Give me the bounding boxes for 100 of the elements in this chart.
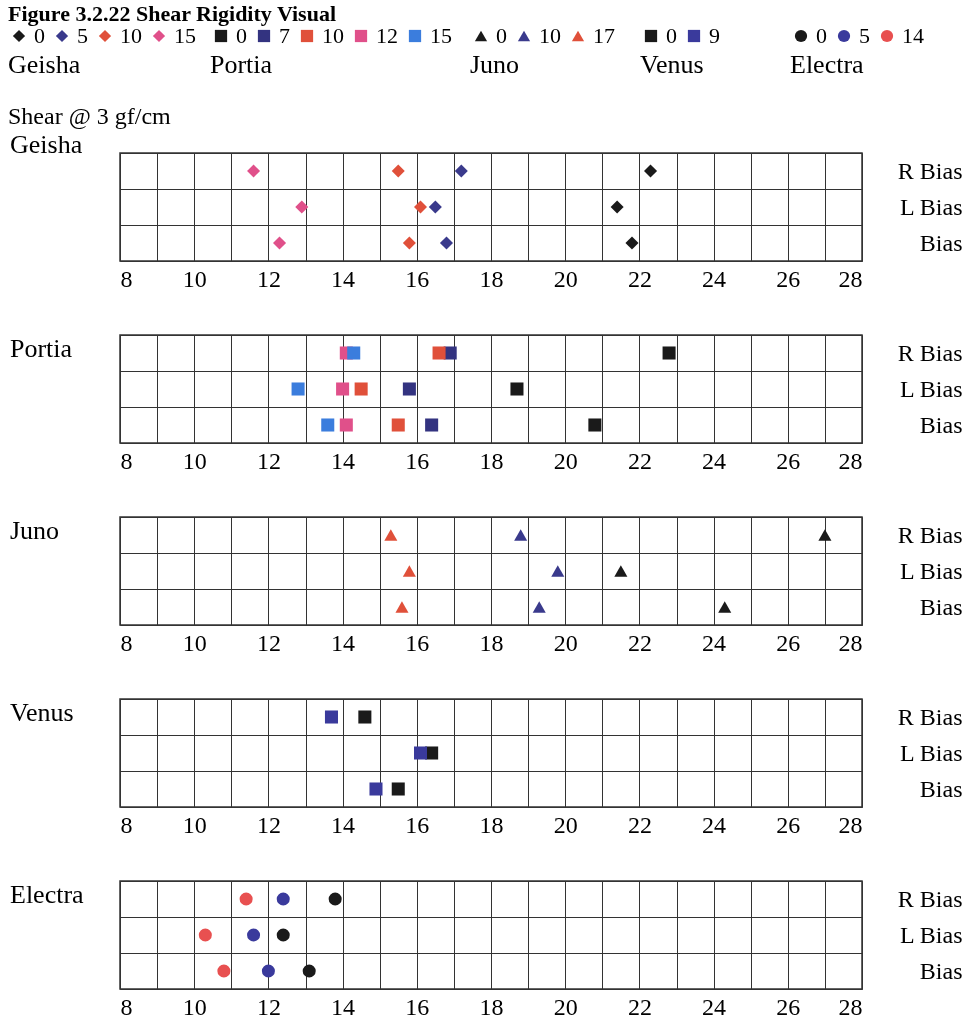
point [321, 418, 335, 432]
point [395, 601, 409, 613]
x-tick-label: 18 [479, 993, 504, 1020]
point [239, 892, 253, 906]
x-tick-label: 22 [627, 629, 652, 656]
point [428, 200, 442, 214]
y-tick-label: R Bias [897, 339, 963, 366]
x-tick-label: 12 [256, 265, 281, 292]
point [413, 746, 428, 760]
legend-title: Geisha [8, 50, 81, 79]
point [402, 565, 416, 577]
x-tick-label: 14 [331, 811, 356, 838]
point [402, 382, 416, 396]
x-tick-label: 14 [331, 993, 356, 1020]
point [391, 418, 405, 432]
point [454, 164, 468, 178]
point [439, 236, 453, 250]
x-tick-label: 12 [256, 629, 281, 656]
legend-label: 14 [902, 23, 924, 48]
point [324, 710, 338, 724]
x-tick-label: 10 [182, 447, 207, 474]
point [610, 200, 624, 214]
point [302, 964, 316, 978]
chart-title: Juno [10, 516, 60, 545]
x-tick-label: 16 [405, 629, 430, 656]
legend-label: 0 [666, 23, 677, 48]
x-tick-label: 14 [331, 629, 356, 656]
x-tick-label: 24 [702, 811, 727, 838]
point [247, 164, 261, 178]
y-tick-label: Bias [919, 957, 963, 984]
x-tick-label: 26 [776, 447, 801, 474]
x-tick-label: 12 [256, 447, 281, 474]
y-tick-label: L Bias [900, 921, 963, 948]
y-tick-label: Bias [919, 229, 963, 256]
legend-label: 0 [496, 23, 507, 48]
legend-label: 12 [376, 23, 398, 48]
point [354, 382, 368, 396]
legend-label: 5 [77, 23, 88, 48]
point [510, 382, 524, 396]
legend-label: 10 [322, 23, 344, 48]
chart-title: Electra [10, 880, 85, 909]
x-tick-label: 10 [182, 265, 207, 292]
x-tick-label: 20 [553, 447, 578, 474]
legend-title: Juno [470, 50, 520, 79]
x-tick-label: 18 [479, 447, 504, 474]
point [425, 418, 439, 432]
x-tick-label: 8 [120, 811, 133, 838]
point [261, 964, 275, 978]
x-tick-label: 8 [120, 265, 133, 292]
point [198, 928, 212, 942]
point [718, 601, 732, 613]
x-tick-label: 18 [479, 811, 504, 838]
x-tick-label: 18 [479, 629, 504, 656]
legend-title: Electra [790, 50, 865, 79]
point [339, 418, 353, 432]
x-tick-label: 20 [553, 811, 578, 838]
point [532, 601, 546, 613]
point [276, 892, 290, 906]
x-tick-label: 16 [405, 447, 430, 474]
x-tick-label: 8 [120, 629, 133, 656]
legend-label: 5 [859, 23, 870, 48]
x-tick-label: 16 [405, 811, 430, 838]
legend-label: 17 [593, 23, 615, 48]
x-tick-label: 24 [702, 993, 727, 1020]
y-tick-label: L Bias [900, 557, 963, 584]
x-tick-label: 26 [776, 811, 801, 838]
legend-label: 15 [430, 23, 452, 48]
point [295, 200, 309, 214]
point [413, 200, 428, 214]
point [369, 782, 383, 796]
y-tick-label: Bias [919, 593, 963, 620]
x-tick-label: 22 [627, 993, 652, 1020]
point [588, 418, 602, 432]
legend-label: 7 [279, 23, 290, 48]
legend-label: 9 [709, 23, 720, 48]
x-tick-label: 26 [776, 265, 801, 292]
y-tick-label: Bias [919, 411, 963, 438]
x-tick-label: 16 [405, 265, 430, 292]
y-tick-label: R Bias [897, 703, 963, 730]
y-tick-label: L Bias [900, 375, 963, 402]
x-tick-label: 24 [702, 629, 727, 656]
x-tick-label: 12 [256, 993, 281, 1020]
x-tick-label: 14 [331, 447, 356, 474]
x-tick-label: 26 [776, 993, 801, 1020]
x-tick-label: 12 [256, 811, 281, 838]
point [247, 928, 261, 942]
point [217, 964, 231, 978]
point [391, 782, 405, 796]
legend-label: 15 [174, 23, 196, 48]
x-tick-label: 10 [182, 629, 207, 656]
x-tick-label: 22 [627, 447, 652, 474]
x-tick-label: 24 [702, 447, 727, 474]
x-tick-label: 28 [838, 811, 863, 838]
point [336, 382, 350, 396]
point [514, 529, 528, 541]
x-tick-label: 14 [331, 265, 356, 292]
x-tick-label: 8 [120, 447, 133, 474]
point [384, 529, 398, 541]
legend-title: Portia [210, 50, 273, 79]
point [625, 236, 639, 250]
